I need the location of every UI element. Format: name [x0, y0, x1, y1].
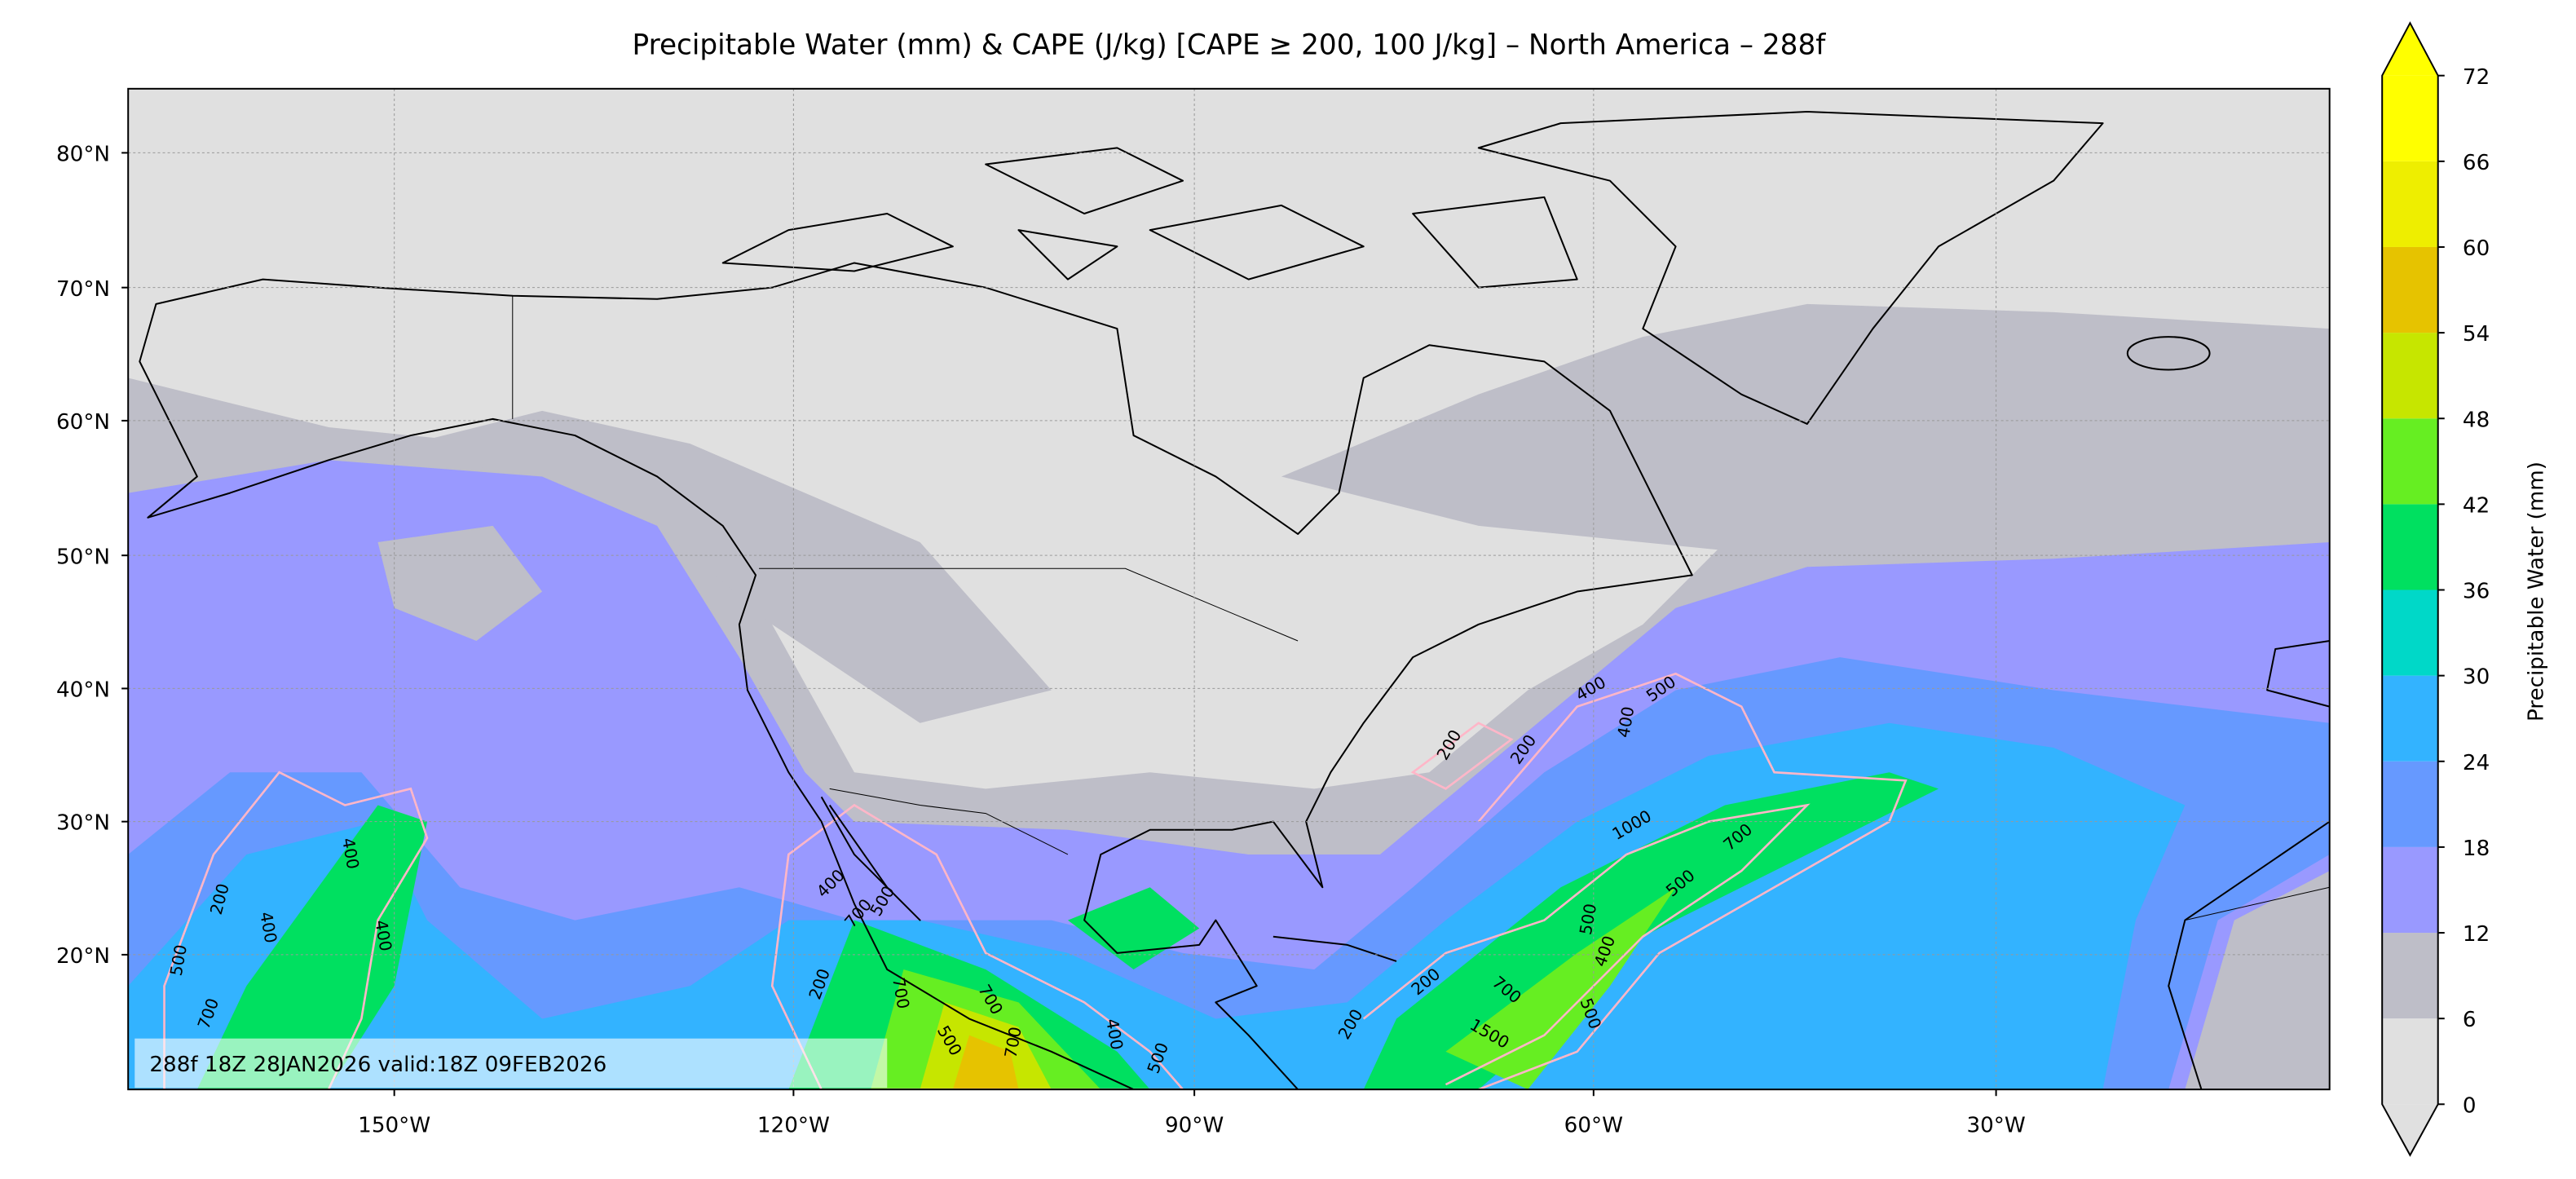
colorbar-tick-label: 12: [2463, 922, 2490, 947]
lon-label: 30°W: [1966, 1114, 2025, 1138]
borders: [512, 295, 2330, 921]
pw-field: [196, 805, 427, 1090]
colorbar-segment: [2382, 675, 2438, 762]
pw-field: [871, 887, 1676, 1090]
colorbar-tick-label: 60: [2463, 236, 2490, 261]
colorbar-segment: [2382, 418, 2438, 505]
colorbar-segment: [2382, 933, 2438, 1019]
colorbar-segment: [2382, 1018, 2438, 1105]
pw-field: [1281, 303, 2330, 551]
colorbar-tick-label: 66: [2463, 151, 2490, 175]
colorbar-segment: [2382, 504, 2438, 590]
colorbar-tick-label: 0: [2463, 1093, 2477, 1118]
colorbar-tick-label: 54: [2463, 322, 2490, 347]
colorbar-tick-label: 72: [2463, 65, 2490, 90]
colorbar-segment: [2382, 75, 2438, 161]
lon-label: 120°W: [757, 1114, 830, 1138]
lon-label: 150°W: [358, 1114, 430, 1138]
lat-label: 40°N: [56, 678, 110, 703]
title: Precipitable Water (mm) & CAPE (J/kg) [C…: [633, 29, 1827, 62]
colorbar-tick-label: 18: [2463, 837, 2490, 861]
colorbar-extend: [2382, 23, 2438, 76]
colorbar-tick-label: 48: [2463, 408, 2490, 432]
colorbar-tick-label: 30: [2463, 665, 2490, 690]
coastline: [139, 111, 2330, 1090]
lat-label: 50°N: [56, 545, 110, 569]
pw-field: [377, 525, 543, 641]
map-frame: [127, 87, 2331, 1091]
colorbar-tick-label: 6: [2463, 1008, 2477, 1032]
colorbar-extend: [2382, 1104, 2438, 1155]
colorbar-segment: [2382, 590, 2438, 676]
lat-label: 20°N: [56, 944, 110, 969]
pw-field: [128, 722, 2186, 1090]
colorbar-segment: [2382, 246, 2438, 333]
colorbar-tick-label: 36: [2463, 580, 2490, 604]
lon-label: 60°W: [1564, 1114, 1623, 1138]
pw-field: [952, 1035, 1019, 1090]
colorbar-segment: [2382, 846, 2438, 934]
lat-label: 80°N: [56, 143, 110, 167]
lon-label: 90°W: [1165, 1114, 1224, 1138]
colorbar-tick-label: 42: [2463, 493, 2490, 518]
colorbar-tick-label: 24: [2463, 751, 2490, 775]
colorbar-label: Precipitable Water (mm): [2525, 461, 2549, 722]
colorbar-segment: [2382, 333, 2438, 419]
lat-label: 30°N: [56, 811, 110, 836]
lat-label: 70°N: [56, 277, 110, 302]
graticule: [128, 88, 2330, 1090]
lat-label: 60°N: [56, 410, 110, 435]
info-text: 288f 18Z 28JAN2026 valid:18Z 09FEB2026: [149, 1053, 607, 1077]
colorbar-segment: [2382, 761, 2438, 847]
colorbar-segment: [2382, 161, 2438, 247]
colorbar: 0 6 12 18 24 30 36 42 48 54 60 66 72: [2381, 21, 2490, 1157]
info-box: [135, 1038, 888, 1088]
